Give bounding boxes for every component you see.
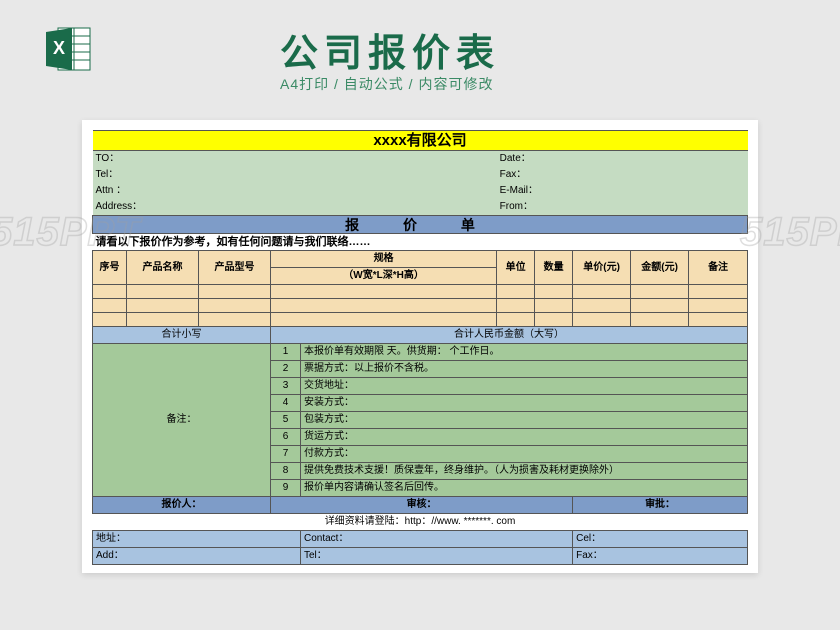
info-from: From： [497, 199, 748, 216]
footer-addr-cn: 地址： [93, 531, 301, 548]
col-amount: 金额(元) [631, 251, 689, 285]
info-fax: Fax： [497, 167, 748, 183]
remark-3: 交货地址： [301, 378, 748, 395]
company-name: xxxx有限公司 [93, 131, 748, 151]
sum-right: 合计人民币金额（大写） [271, 327, 748, 344]
remark-9: 报价单内容请确认签名后回传。 [301, 480, 748, 497]
remark-1: 本报价单有效期限 天。供货期： 个工作日。 [301, 344, 748, 361]
footer-website: 详细资料请登陆：http：//www. *******. com [93, 514, 748, 531]
remark-5: 包装方式： [301, 412, 748, 429]
col-name: 产品名称 [127, 251, 199, 285]
info-to: TO： [93, 151, 497, 168]
remark-8: 提供免费技术支援！质保壹年，终身维护。（人为损害及耗材更换除外） [301, 463, 748, 480]
remark-4: 安装方式： [301, 395, 748, 412]
sig-review: 审核： [271, 497, 573, 514]
remark-2: 票据方式：以上报价不含税。 [301, 361, 748, 378]
footer-cel: Cel： [573, 531, 748, 548]
col-remark: 备注 [689, 251, 748, 285]
main-table: xxxx有限公司 TO： Date： Tel： Fax： Attn ： E-Ma… [92, 130, 748, 565]
quotation-sheet: xxxx有限公司 TO： Date： Tel： Fax： Attn ： E-Ma… [82, 120, 758, 573]
info-tel: Tel： [93, 167, 497, 183]
svg-text:X: X [53, 38, 65, 58]
page-subtitle: A4打印 / 自动公式 / 内容可修改 [280, 74, 493, 94]
footer-contact: Contact： [301, 531, 573, 548]
col-price: 单价(元) [573, 251, 631, 285]
remarks-label: 备注： [93, 344, 271, 497]
col-spec: 规格 [271, 251, 497, 268]
remark-7: 付款方式： [301, 446, 748, 463]
page-title: 公司报价表 [280, 22, 500, 77]
col-unit: 单位 [497, 251, 535, 285]
col-qty: 数量 [535, 251, 573, 285]
watermark-right: 515PPT [740, 210, 840, 255]
footer-tel: Tel： [301, 548, 573, 565]
col-model: 产品型号 [199, 251, 271, 285]
info-date: Date： [497, 151, 748, 168]
info-address: Address： [93, 199, 497, 216]
sum-left: 合计小写 [93, 327, 271, 344]
col-spec-sub: （W宽*L深*H高） [271, 268, 497, 285]
watermark-left: 515PPT [0, 210, 141, 255]
sig-approve: 审批： [573, 497, 748, 514]
footer-addr-en: Add： [93, 548, 301, 565]
instruction: 请看以下报价作为参考，如有任何问题请与我们联络…… [93, 234, 748, 251]
col-seq: 序号 [93, 251, 127, 285]
info-email: E-Mail： [497, 183, 748, 199]
info-attn: Attn ： [93, 183, 497, 199]
quote-title: 报 价 单 [93, 216, 748, 234]
sig-quoter: 报价人： [93, 497, 271, 514]
footer-fax: Fax： [573, 548, 748, 565]
excel-icon: X [44, 24, 94, 74]
remark-6: 货运方式： [301, 429, 748, 446]
